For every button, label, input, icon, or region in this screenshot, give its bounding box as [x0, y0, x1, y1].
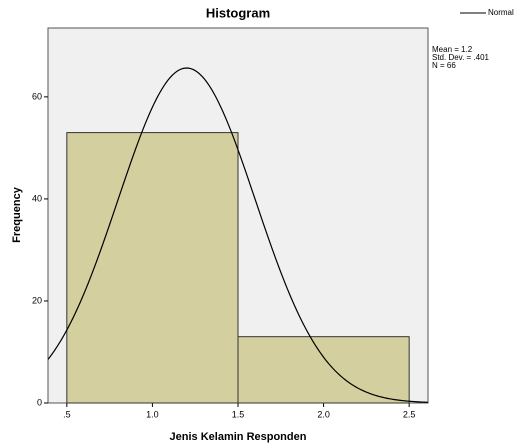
normal-curve	[48, 67, 428, 403]
bar	[237, 336, 410, 404]
x-axis-title: Jenis Kelamin Responden	[170, 431, 307, 443]
legend-label: Normal	[488, 8, 514, 17]
stat-label: Mean = 1.2	[432, 45, 473, 54]
bar	[66, 132, 239, 404]
x-tick-label: .5	[63, 409, 71, 419]
x-tick-label: 2.0	[317, 409, 330, 419]
y-tick-label: 20	[32, 295, 42, 305]
y-tick-label: 60	[32, 91, 42, 101]
y-tick-label: 40	[32, 193, 42, 203]
y-tick-label: 0	[37, 397, 42, 407]
y-axis-title: Frequency	[11, 186, 23, 243]
x-tick-label: 1.0	[146, 409, 159, 419]
stat-label: N = 66	[432, 61, 456, 70]
x-tick-label: 1.5	[232, 409, 245, 419]
stat-label: Std. Dev. = .401	[432, 53, 490, 62]
x-tick-label: 2.5	[403, 409, 416, 419]
chart-title: Histogram	[206, 5, 270, 20]
